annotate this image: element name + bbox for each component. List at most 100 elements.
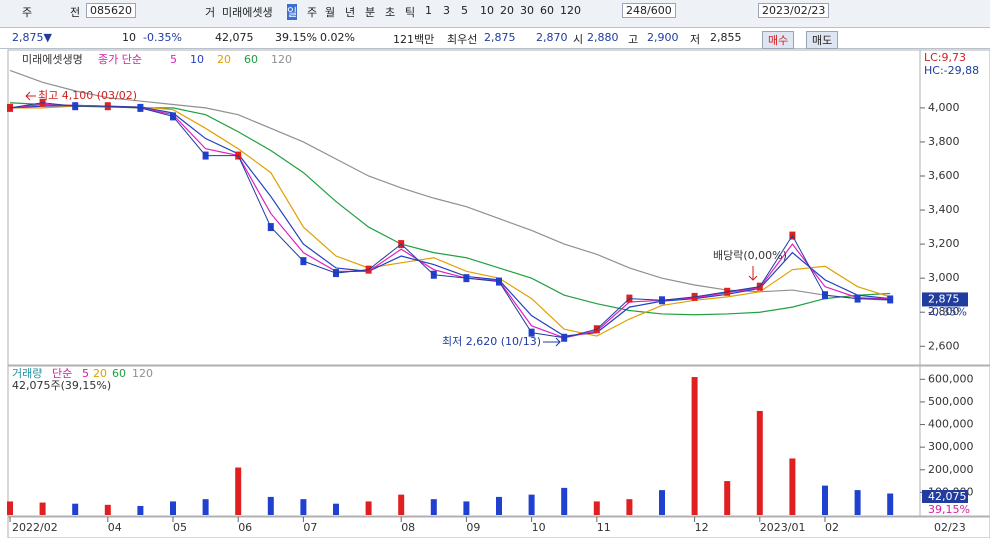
- arrow: [748, 266, 758, 281]
- x-tick-label: 02: [825, 521, 839, 534]
- toolbar-item[interactable]: 일: [287, 4, 298, 20]
- volume-bar: [170, 501, 176, 515]
- toolbar-item[interactable]: 5: [461, 4, 468, 17]
- volume-legend: 거래량: [12, 367, 42, 380]
- price-panel: [7, 49, 990, 366]
- last-volume: 42,075: [928, 490, 967, 503]
- volume-box: [922, 490, 968, 503]
- toolbar-item[interactable]: 주: [307, 6, 318, 19]
- volume-bar: [104, 504, 111, 515]
- chart: 미래에셋생명 종가 단순 5 10 20 60 120 2,600 2,800 3,000 3,20…: [7, 49, 990, 538]
- price-box: [922, 292, 968, 307]
- volume-bar: [235, 467, 242, 515]
- legend-entry: 10: [190, 53, 204, 66]
- volume-panel: [7, 365, 990, 517]
- toolbar-item[interactable]: 틱: [405, 6, 416, 19]
- quote-item: 2,870: [536, 31, 568, 44]
- ma-line: [10, 105, 891, 337]
- toolbar-item[interactable]: 3: [443, 4, 450, 17]
- x-tick-label: 11: [597, 521, 611, 534]
- volume-bar: [756, 410, 763, 515]
- quote-bar: 2,875▼ 10 -0.35% 42,075 39.15% 0.02% 121백만 최우선 2…: [0, 28, 990, 49]
- x-tick-label: 05: [173, 521, 187, 534]
- last-change: -0.35%: [928, 305, 967, 318]
- quote-item: 2,880: [587, 31, 619, 44]
- legend-prefix: 종가 단순: [98, 53, 142, 66]
- quote-item: 2,875: [484, 31, 516, 44]
- quote-item: 42,075: [215, 31, 254, 44]
- x-tick-label: 2022/02: [12, 521, 58, 534]
- volume-bar: [659, 490, 665, 515]
- arrow: [25, 91, 36, 101]
- volume-bar: [528, 494, 535, 515]
- toolbar-item[interactable]: 2023/02/23: [758, 3, 830, 18]
- legend-entry: 20: [217, 53, 231, 66]
- volume-bar: [137, 505, 144, 515]
- annotation: 최고 4,100 (03/02): [38, 89, 137, 102]
- volume-bar: [430, 499, 437, 515]
- ma-line: [9, 104, 891, 337]
- toolbar-item[interactable]: 년: [345, 6, 356, 19]
- toolbar-item[interactable]: 20: [500, 4, 514, 17]
- y-tick-label: 3,000: [928, 271, 960, 284]
- volume-bar: [333, 503, 339, 515]
- quote-item: 121백만: [393, 33, 435, 46]
- toolbar-item[interactable]: 월: [325, 6, 336, 19]
- toolbar-item[interactable]: 주: [22, 6, 33, 19]
- toolbar-item[interactable]: 거: [205, 6, 216, 19]
- legend-entry: 5: [170, 53, 177, 66]
- y-tick-label: 200,000: [928, 463, 974, 476]
- toolbar-item[interactable]: 분: [365, 6, 376, 19]
- toolbar-item[interactable]: 미래에셋생: [222, 6, 273, 19]
- volume-bar: [300, 499, 307, 515]
- toolbar-item[interactable]: 60: [540, 4, 554, 17]
- quote-item: 최우선: [447, 33, 478, 46]
- volume-bar: [854, 490, 861, 515]
- y-tick-label: 500,000: [928, 395, 974, 408]
- volume-caption: 42,075주(39,15%): [12, 379, 111, 392]
- quote-item: 2,900: [647, 31, 679, 44]
- volume-bar: [593, 501, 600, 515]
- right-label: LC:9,73: [924, 51, 966, 64]
- quote-item: 2,855: [710, 31, 742, 44]
- close-line: [9, 102, 891, 339]
- toolbar-item[interactable]: 085620: [86, 3, 136, 18]
- volume-bar: [626, 499, 633, 515]
- panel-title: 미래에셋생명: [22, 53, 83, 66]
- volume-bar: [887, 493, 894, 515]
- toolbar-item[interactable]: 전: [70, 6, 81, 19]
- toolbar: 주 전 085620 거 미래에셋생 일 주 월 년 분 초 틱 1 3 5 10 20 30 60 120 248/6…: [0, 0, 990, 28]
- last-price: 2,875: [928, 292, 960, 305]
- quote-item: 0.02%: [320, 31, 355, 44]
- toolbar-item[interactable]: 120: [560, 4, 581, 17]
- toolbar-item[interactable]: 30: [520, 4, 534, 17]
- volume-bar: [39, 502, 46, 515]
- quote-item: 고: [628, 33, 639, 46]
- toolbar-item[interactable]: 1: [425, 4, 432, 17]
- quote-item: 10: [122, 31, 136, 44]
- quote-item: 저: [690, 33, 701, 46]
- y-tick-label: 2,800: [928, 305, 960, 318]
- x-tick-label: 2023/01: [760, 521, 806, 534]
- y-tick-label: 600,000: [928, 372, 974, 385]
- quote-item: 39.15%: [275, 31, 317, 44]
- y-tick-label: 3,800: [928, 135, 960, 148]
- toolbar-item[interactable]: 248/600: [622, 3, 676, 18]
- y-tick-label: 2,600: [928, 339, 960, 352]
- toolbar-item[interactable]: 10: [480, 4, 494, 17]
- x-tick-label: 04: [108, 521, 122, 534]
- ma-line: [9, 103, 891, 339]
- y-tick-label: 300,000: [928, 440, 974, 453]
- volume-bar: [691, 377, 698, 515]
- volume-legend: 20: [93, 367, 107, 380]
- volume-legend: 단순: [52, 367, 72, 380]
- volume-legend: 60: [112, 367, 126, 380]
- end-date: 02/23: [934, 521, 966, 534]
- x-tick-label: 06: [238, 521, 252, 534]
- volume-bar: [7, 501, 13, 515]
- volume-bar: [561, 487, 568, 515]
- toolbar-item[interactable]: 초: [385, 6, 396, 19]
- quote-item: 시: [573, 33, 584, 46]
- x-tick-label: 10: [532, 521, 546, 534]
- y-tick-label: 3,600: [928, 169, 960, 182]
